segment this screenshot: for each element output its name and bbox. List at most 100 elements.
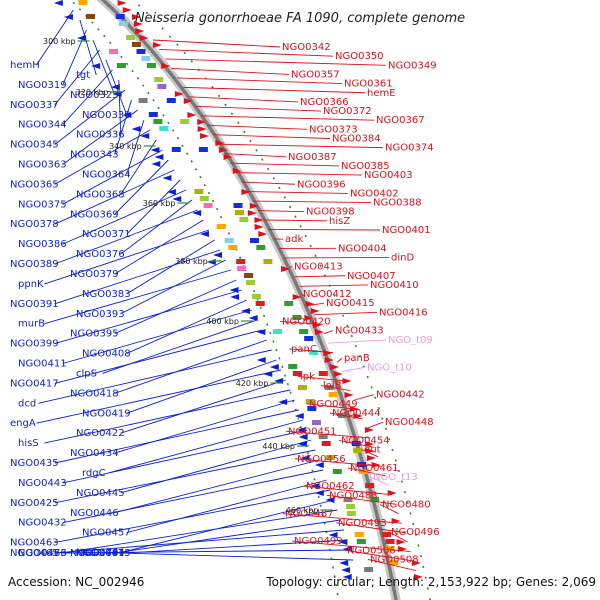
gene-label-left[interactable]: NGO0418 bbox=[70, 388, 119, 399]
gene-label-right[interactable]: NGO0413 bbox=[294, 262, 343, 273]
gene-label-right[interactable]: NGO0401 bbox=[382, 225, 431, 236]
gene-label-left[interactable]: NGO0411 bbox=[18, 359, 67, 370]
gene-label-left[interactable]: NGO0419 bbox=[82, 408, 131, 419]
gene-label-right[interactable]: dinD bbox=[391, 252, 414, 263]
gene-label-left[interactable]: NGO0336 bbox=[76, 130, 125, 141]
gene-label-right[interactable]: NGO0433 bbox=[335, 326, 384, 337]
gene-label-left[interactable]: NGO0330 bbox=[82, 110, 131, 121]
gene-label-left[interactable]: murB bbox=[18, 319, 45, 330]
gene-label-left[interactable]: NGO0466 bbox=[18, 548, 67, 559]
gene-label-right[interactable]: NGO0449 bbox=[309, 399, 358, 410]
gene-label-left[interactable]: NGO0393 bbox=[76, 309, 125, 320]
gene-label-right[interactable]: NGO0451 bbox=[288, 426, 337, 437]
gene-label-right[interactable]: NGO0448 bbox=[385, 417, 434, 428]
gene-label-left[interactable]: NGO0465 bbox=[10, 548, 59, 559]
gene-label-right[interactable]: panC bbox=[291, 344, 317, 355]
gene-label-right[interactable]: NGO0444 bbox=[332, 408, 381, 419]
gene-label-left[interactable]: NGO0463 bbox=[10, 538, 59, 549]
gene-label-right[interactable]: NGO0412 bbox=[303, 289, 352, 300]
gene-label-left[interactable]: NGO0376 bbox=[76, 249, 125, 260]
gene-label-right[interactable]: NGO0420 bbox=[282, 317, 331, 328]
gene-label-left[interactable]: NGO0369 bbox=[70, 209, 119, 220]
gene-label-left[interactable]: NGO0481 bbox=[76, 548, 125, 559]
gene-label-left[interactable]: NGO0475 bbox=[82, 548, 131, 559]
gene-label-left[interactable]: clpS bbox=[76, 368, 97, 379]
gene-label-left[interactable]: ppnK bbox=[18, 279, 44, 290]
gene-label-right[interactable]: NGO0388 bbox=[373, 198, 422, 209]
gene-label-left[interactable]: engA bbox=[10, 418, 36, 429]
gene-label-right[interactable]: NGO0349 bbox=[388, 60, 437, 71]
gene-label-right[interactable]: hemE bbox=[367, 88, 396, 99]
gene-label-right[interactable]: panB bbox=[344, 353, 370, 364]
gene-label-left[interactable]: NGO0434 bbox=[70, 448, 119, 459]
gene-label-right[interactable]: NGO0416 bbox=[379, 307, 428, 318]
gene-label-right[interactable]: NGO0374 bbox=[385, 143, 434, 154]
gene-label-right[interactable]: NGO0404 bbox=[338, 243, 387, 254]
gene-label-right[interactable]: NGO0366 bbox=[300, 97, 349, 108]
gene-label-left[interactable]: NGO0408 bbox=[82, 349, 131, 360]
gene-label-right[interactable]: NGO0407 bbox=[347, 271, 396, 282]
gene-label-left[interactable]: NGO0383 bbox=[82, 289, 131, 300]
gene-label-right[interactable]: NGO0506 bbox=[347, 545, 396, 556]
gene-label-right[interactable]: NGO0410 bbox=[370, 280, 419, 291]
gene-label-right[interactable]: NGO0357 bbox=[291, 69, 340, 80]
gene-label-left[interactable]: NGO0379 bbox=[70, 269, 119, 280]
gene-label-left[interactable]: hisS bbox=[18, 438, 39, 449]
gene-label-right[interactable]: NGO0487 bbox=[285, 509, 334, 520]
gene-label-right[interactable]: NGO0372 bbox=[323, 106, 372, 117]
gene-label-right[interactable]: NGO0456 bbox=[297, 454, 346, 465]
gene-label-right[interactable]: NGO_t10 bbox=[367, 362, 412, 373]
gene-label-right[interactable]: NGO0396 bbox=[297, 179, 346, 190]
gene-label-left[interactable]: NGO0371 bbox=[82, 229, 131, 240]
gene-label-left[interactable]: NGO0395 bbox=[70, 329, 119, 340]
gene-label-left[interactable]: NGO0343 bbox=[70, 150, 119, 161]
gene-label-left[interactable]: NGO0364 bbox=[82, 169, 131, 180]
gene-label-left[interactable]: hemH bbox=[10, 60, 40, 71]
gene-label-left[interactable]: NGO0446 bbox=[70, 508, 119, 519]
gene-label-left[interactable]: NGO0399 bbox=[10, 339, 59, 350]
gene-label-right[interactable]: NGO0373 bbox=[309, 124, 358, 135]
gene-label-right[interactable]: NGO0454 bbox=[341, 435, 390, 446]
gene-label-right[interactable]: NGO0403 bbox=[364, 170, 413, 181]
gene-label-right[interactable]: adk bbox=[285, 234, 303, 245]
gene-label-right[interactable]: NGO0493 bbox=[338, 518, 387, 529]
gene-label-left[interactable]: NGO0432 bbox=[18, 518, 67, 529]
gene-label-left[interactable]: NGO0375 bbox=[18, 199, 67, 210]
gene-label-right[interactable]: NGO0508 bbox=[370, 554, 419, 565]
gene-label-right[interactable]: NGO0461 bbox=[350, 463, 399, 474]
gene-label-left[interactable]: rdgC bbox=[82, 468, 106, 479]
gene-label-right[interactable]: NGO0442 bbox=[376, 390, 425, 401]
gene-label-right[interactable]: NGO0384 bbox=[332, 134, 381, 145]
gene-label-right[interactable]: hisZ bbox=[329, 216, 350, 227]
gene-label-right[interactable]: NGO_t09 bbox=[388, 335, 433, 346]
gene-label-right[interactable]: NGO_t13 bbox=[373, 472, 418, 483]
gene-label-left[interactable]: NGO0422 bbox=[76, 428, 125, 439]
gene-label-right[interactable]: NGO0499 bbox=[294, 536, 343, 547]
gene-label-right[interactable]: NGO0361 bbox=[344, 79, 393, 90]
gene-label-right[interactable]: dut bbox=[364, 445, 381, 456]
gene-label-right[interactable]: NGO0402 bbox=[350, 188, 399, 199]
gene-label-left[interactable]: tgt bbox=[76, 70, 90, 81]
gene-label-left[interactable]: NGO0344 bbox=[18, 120, 67, 131]
gene-label-left[interactable]: NGO0365 bbox=[10, 179, 59, 190]
gene-label-left[interactable]: NGO0389 bbox=[10, 259, 59, 270]
gene-label-left[interactable]: NGO0479 bbox=[70, 548, 119, 559]
gene-label-right[interactable]: NGO0398 bbox=[306, 207, 355, 218]
gene-label-left[interactable]: NGO0443 bbox=[18, 478, 67, 489]
gene-label-left[interactable]: NGO0363 bbox=[18, 160, 67, 171]
gene-label-right[interactable]: NGO0350 bbox=[335, 51, 384, 62]
gene-label-right[interactable]: NGO0367 bbox=[376, 115, 425, 126]
gene-label-right[interactable]: NGO0415 bbox=[326, 298, 375, 309]
gene-label-left[interactable]: NGO0425 bbox=[10, 498, 59, 509]
gene-label-right[interactable]: lolB bbox=[323, 381, 342, 392]
gene-label-left[interactable]: NGO0345 bbox=[10, 140, 59, 151]
gene-label-right[interactable]: NGO0387 bbox=[288, 152, 337, 163]
gene-label-left[interactable]: NGO0378 bbox=[10, 219, 59, 230]
gene-label-left[interactable]: NGO0337 bbox=[10, 100, 59, 111]
gene-label-left[interactable]: NGO0435 bbox=[10, 458, 59, 469]
gene-label-left[interactable]: NGO0323 bbox=[70, 90, 119, 101]
gene-label-right[interactable]: NGO0496 bbox=[391, 527, 440, 538]
gene-label-left[interactable]: NGO0386 bbox=[18, 239, 67, 250]
gene-label-left[interactable]: NGO0473 bbox=[18, 548, 67, 559]
gene-label-right[interactable]: NGO0342 bbox=[282, 42, 331, 53]
